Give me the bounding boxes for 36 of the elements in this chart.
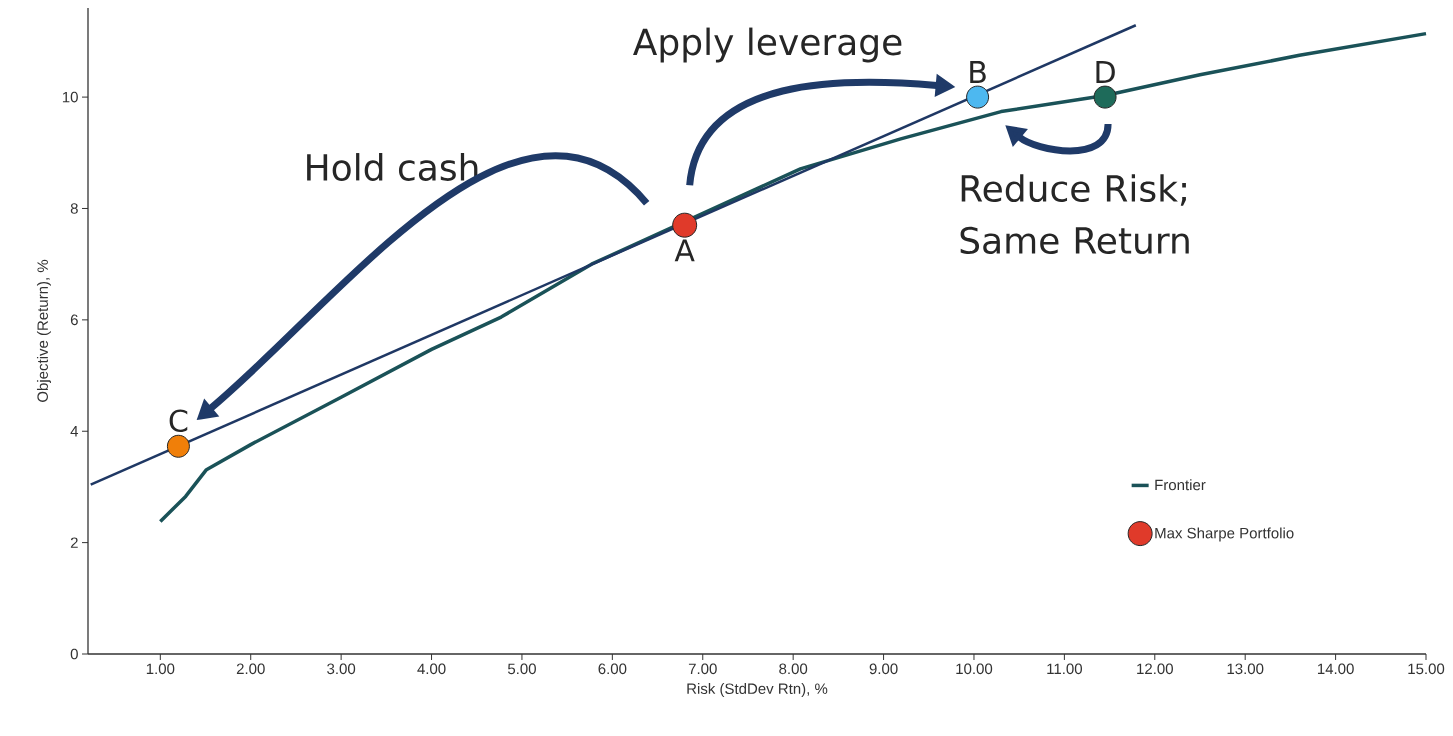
x-tick-label: 8.00 <box>779 663 808 675</box>
point <box>166 434 190 458</box>
x-tick-label: 5.00 <box>507 663 536 675</box>
x-tick-label: 9.00 <box>869 663 898 675</box>
x-axis-title: Risk (StdDev Rtn), % <box>687 682 828 697</box>
x-tick-label: 4.00 <box>417 663 446 675</box>
x-tick-label: 10.00 <box>956 663 993 675</box>
point <box>1093 85 1117 109</box>
x-tick-label: 12.00 <box>1137 663 1173 675</box>
x-tick-label: 14.00 <box>1317 663 1354 675</box>
y-tick-label: 4 <box>70 426 79 437</box>
x-tick-label: 13.00 <box>1227 663 1264 675</box>
y-tick-label: 2 <box>70 537 78 548</box>
legend-label: Frontier <box>1155 479 1206 491</box>
annotation: A <box>674 239 695 262</box>
annotation: B <box>970 61 986 83</box>
annotation: D <box>1096 61 1115 83</box>
annotation: C <box>169 409 188 433</box>
x-tick-label: 6.00 <box>598 663 627 675</box>
point <box>672 212 698 238</box>
y-tick-label: 8 <box>70 203 78 214</box>
x-tick-label: 11.00 <box>1047 663 1083 675</box>
annotation: Reduce Risk; Same Return <box>960 174 1189 255</box>
legend-label: Max Sharpe Portfolio <box>1155 527 1294 542</box>
y-tick-label: 6 <box>70 314 78 326</box>
x-tick-label: 2.00 <box>236 663 265 675</box>
x-tick-label: 7.00 <box>688 663 717 675</box>
x-tick-label: 15.00 <box>1408 663 1445 675</box>
annotation: Hold cash <box>307 153 478 181</box>
y-axis-title: Objective (Return), % <box>36 259 51 402</box>
x-tick-label: 1.00 <box>146 663 175 675</box>
x-tick-label: 3.00 <box>327 663 356 675</box>
annotation: Apply leverage <box>633 27 902 63</box>
y-tick-label: 10 <box>62 91 78 103</box>
point <box>966 85 990 109</box>
y-tick-label: 0 <box>70 648 78 660</box>
